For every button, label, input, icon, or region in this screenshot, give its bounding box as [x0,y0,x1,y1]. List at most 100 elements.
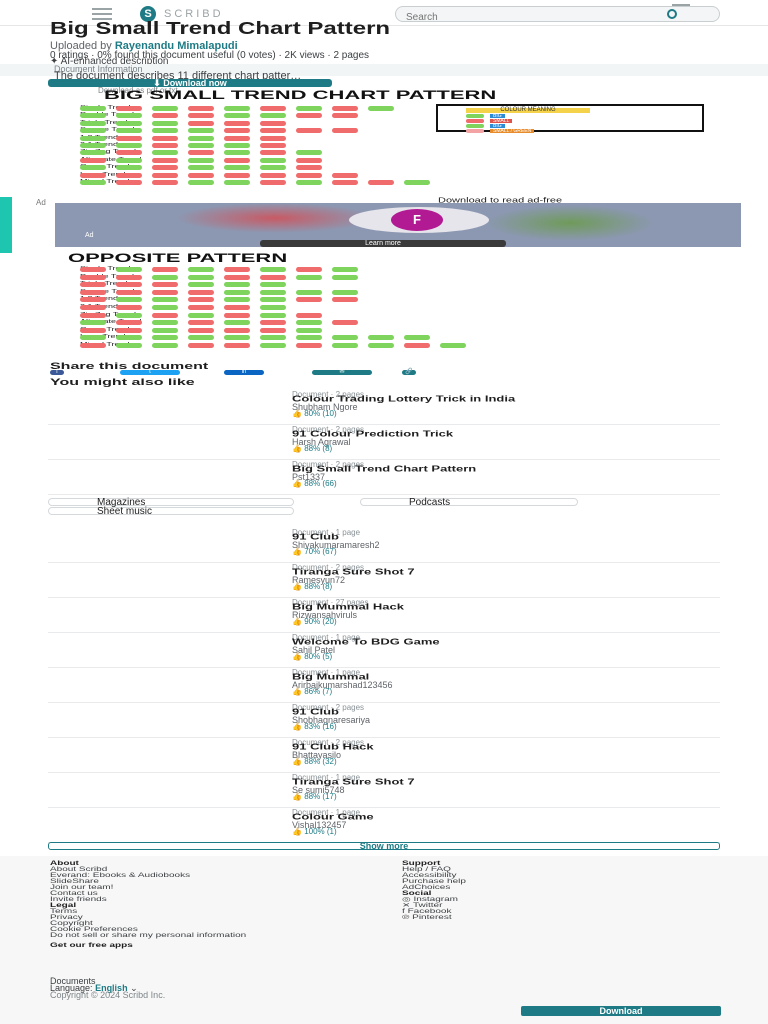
magazines-chip[interactable]: Magazines [48,498,294,508]
recommendation-author: Shubham Ngore [292,402,358,412]
recommendation-rating: 👍 88% (8) [292,582,333,591]
recommendation-item[interactable]: Document · 1 page Colour Game Vishal132457… [48,808,720,843]
ad-banner[interactable]: F Ad [55,203,741,247]
document-thumbnail[interactable] [52,742,284,768]
facebook-link[interactable]: f Facebook [402,908,452,915]
trend-row-label: Zig Zag Trend [80,310,137,317]
feedback-side-tab[interactable] [0,197,12,253]
recommendation-item[interactable]: Document · 1 page Tiranga Sure Shot 7 Se s… [48,773,720,808]
search-box[interactable] [395,6,720,25]
footer-link[interactable]: Invite friends [50,896,107,903]
recommendation-title[interactable]: Welcome To BDG Game [292,637,440,647]
footer-link[interactable]: AdChoices [402,884,451,891]
recommendation-title[interactable]: Colour Game [292,812,374,822]
recommendation-author: Ramesyun72 [292,575,346,585]
document-thumbnail[interactable] [52,464,284,490]
document-kind: Document · 2 pages [292,563,365,572]
big-pill [296,320,322,326]
search-input[interactable] [396,10,676,25]
thumbs-up-icon: 👍 [292,792,305,801]
search-icon[interactable] [667,9,677,19]
show-more-button[interactable]: Show more [48,842,720,851]
bottom-download-button[interactable]: Download [521,1006,721,1016]
document-thumbnail[interactable] [52,567,284,593]
recommendation-title[interactable]: Big Mummal Hack [292,602,404,612]
pinterest-link[interactable]: ℗ Pinterest [402,914,452,921]
sheet-music-chip[interactable]: Sheet music [48,507,294,517]
download-ad-free-link[interactable]: Download to read ad-free [438,196,563,205]
recommendation-item[interactable]: Document · 2 pages 91 Club Shobhagnaresari… [48,703,720,738]
document-thumbnail[interactable] [52,707,284,733]
download-now-button[interactable]: ⬇ Download now [48,79,332,88]
legend-item: SMALL / GREEN [466,129,535,134]
document-thumbnail[interactable] [52,429,284,455]
recommendation-title[interactable]: Tiranga Sure Shot 7 [292,567,415,577]
big-pill [260,282,286,288]
footer-link[interactable]: Privacy [50,914,83,921]
recommendation-title[interactable]: 91 Club Hack [292,742,374,752]
footer-link[interactable]: Everand: Ebooks & Audiobooks [50,872,191,879]
uploader-link[interactable]: Rayenandu Mimalapudi [114,40,238,52]
small-pill [152,289,178,295]
footer-link[interactable]: Join our team! [50,884,114,891]
linkedin-share-icon[interactable]: in [224,369,264,375]
ai-description-toggle[interactable]: ✦ AI-enhanced description [50,56,169,67]
small-pill [152,282,178,288]
recommendation-item[interactable]: Document · 2 pages Colour Trading Lottery… [48,390,720,425]
recommendation-item[interactable]: Document · 1 page 91 Club Shivakumaramares… [48,528,720,563]
recommendation-title[interactable]: Big Small Trend Chart Pattern [292,464,477,474]
instagram-link[interactable]: ◎ Instagram [402,896,458,903]
scribd-logo-icon[interactable]: S [140,6,156,22]
small-pill [188,327,214,333]
recommendation-item[interactable]: Document · 2 pages 91 Club Hack Bhattayasi… [48,738,720,773]
footer-documents-link[interactable]: Documents [50,976,96,986]
ad-graphic [485,205,655,241]
footer-link[interactable]: About Scribd [50,866,108,873]
recommendation-title[interactable]: 91 Club [292,532,339,542]
recommendation-item[interactable]: Document · 27 pages Big Mummal Hack Rizwan… [48,598,720,633]
document-thumbnail[interactable] [52,812,284,838]
footer-link[interactable]: SlideShare [50,878,99,885]
document-thumbnail[interactable] [52,637,284,663]
recommendation-title[interactable]: Tiranga Sure Shot 7 [292,777,415,787]
trend-row-label: Square Trend [80,288,135,295]
recommendation-item[interactable]: Document · 2 pages Tiranga Sure Shot 7 Ram… [48,563,720,598]
document-kind: Document · 27 pages [292,598,369,607]
recommendation-title[interactable]: Big Mummal [292,672,370,682]
email-share-icon[interactable]: ✉ [312,369,372,375]
footer-link[interactable]: Copyright [50,920,93,927]
user-icon[interactable] [672,0,690,6]
twitter-link[interactable]: ✕ Twitter [402,902,443,909]
recommendation-item[interactable]: Document · 1 page Big Mummal Arirbajkumars… [48,668,720,703]
document-thumbnail[interactable] [52,672,284,698]
recommendation-item[interactable]: Document · 1 page Welcome To BDG Game Sahi… [48,633,720,668]
footer-link[interactable]: Contact us [50,890,98,897]
big-pill [152,343,178,348]
footer-link[interactable]: Terms [50,908,78,915]
footer-link[interactable]: Help / FAQ [402,866,451,873]
small-pill [224,172,250,178]
twitter-share-icon[interactable]: t [120,369,180,375]
menu-icon[interactable] [92,8,112,20]
trend-row-label: Square Trend [80,126,135,133]
document-thumbnail[interactable] [52,532,284,558]
podcasts-chip[interactable]: Podcasts [360,498,578,508]
recommendation-title[interactable]: 91 Club [292,707,339,717]
footer-link[interactable]: Accessibility [402,872,457,879]
document-thumbnail[interactable] [52,602,284,628]
learn-more-button[interactable]: Learn more [260,240,506,247]
facebook-share-icon[interactable]: f [50,369,64,375]
recommendation-author: Arirbajkumarshad123456 [292,680,393,690]
recommendation-title[interactable]: Colour Trading Lottery Trick in India [292,394,516,404]
footer-link[interactable]: Do not sell or share my personal informa… [50,932,247,939]
footer-link[interactable]: Cookie Preferences [50,926,138,933]
recommendation-item[interactable]: Document · 2 pages 91 Colour Prediction T… [48,425,720,460]
footer-link[interactable]: Purchase help [402,878,466,885]
scribd-logo-text[interactable]: SCRIBD [164,8,224,20]
recommendation-title[interactable]: 91 Colour Prediction Trick [292,429,454,439]
copy-link-icon[interactable]: 🔗 [402,369,416,375]
document-thumbnail[interactable] [52,394,284,420]
document-thumbnail[interactable] [52,777,284,803]
language-selector[interactable]: Language: English ⌄ [50,983,138,993]
recommendation-item[interactable]: Document · 2 pages Big Small Trend Chart … [48,460,720,495]
